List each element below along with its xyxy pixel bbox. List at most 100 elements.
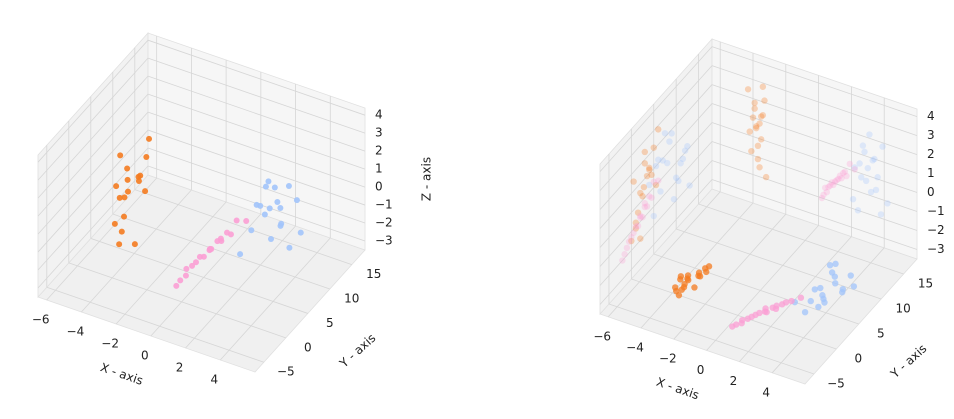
grid-line xyxy=(68,262,286,339)
back-wall-projection-point xyxy=(746,128,753,135)
grid-line xyxy=(37,75,149,199)
floor-projection-point xyxy=(782,299,790,306)
floor-projection-point xyxy=(832,260,839,268)
left-wall-projection-point xyxy=(628,234,635,241)
grid-line xyxy=(150,213,262,337)
grid-line xyxy=(607,191,721,318)
z-tick-label: 1 xyxy=(375,162,383,176)
floor-projection-point xyxy=(677,273,685,280)
point xyxy=(124,188,131,195)
back-wall-projection-point xyxy=(861,148,868,156)
left-wall-projection-point xyxy=(659,157,666,164)
z-tick-label: −3 xyxy=(927,242,945,256)
left-wall-projection-point xyxy=(639,213,646,221)
back-wall-projection-point xyxy=(759,83,767,90)
grid-line xyxy=(711,141,918,212)
point xyxy=(277,205,284,212)
back-wall-projection-point xyxy=(854,207,862,214)
grid-line xyxy=(147,57,366,134)
back-wall-projection-point xyxy=(869,157,876,164)
z-tick-label: 2 xyxy=(375,144,383,158)
left-wall-projection-point xyxy=(672,174,680,181)
grid-line xyxy=(147,75,366,152)
y-tick-label: 0 xyxy=(855,352,863,366)
z-tick-label: 4 xyxy=(375,108,383,122)
point xyxy=(253,201,260,208)
floor-projection-point xyxy=(732,321,740,328)
left-wall-projection-point xyxy=(632,219,640,226)
y-tick-label: 0 xyxy=(304,340,312,354)
back-wall-projection-point xyxy=(759,112,767,119)
floor-projection-point xyxy=(797,294,805,301)
grid-line xyxy=(37,93,149,217)
grid-line xyxy=(673,213,787,340)
floor-projection-point xyxy=(832,280,839,287)
back-wall-projection-point xyxy=(872,186,880,194)
floor-projection-point xyxy=(748,313,755,321)
floor-projection-point xyxy=(763,308,770,316)
left-wall-projection-point xyxy=(637,214,644,221)
left-wall-projection-point xyxy=(684,143,691,150)
grid-line xyxy=(134,189,352,266)
left-wall-projection-point xyxy=(634,209,642,216)
point xyxy=(189,262,196,269)
floor-projection-point xyxy=(684,272,692,279)
z-tick-label: 0 xyxy=(927,185,935,199)
y-tick-label: −5 xyxy=(827,377,845,391)
left-wall-projection-point xyxy=(668,130,675,137)
point xyxy=(297,229,304,236)
z-tick-label: 0 xyxy=(375,180,383,194)
left-wall-projection-point xyxy=(619,257,626,264)
point xyxy=(274,199,281,206)
point xyxy=(237,251,244,258)
z-tick-label: 3 xyxy=(375,126,383,140)
grid-line xyxy=(147,93,366,170)
x-tick-label: −4 xyxy=(67,325,85,339)
floor-projection-point xyxy=(807,297,814,305)
grid-line xyxy=(599,46,713,172)
back-wall-projection-point xyxy=(823,188,830,196)
back-wall-projection-point xyxy=(840,169,847,177)
left-wall-projection-point xyxy=(670,196,678,203)
y-tick-label: 15 xyxy=(366,267,381,281)
left-wall-projection-point xyxy=(632,225,640,232)
left-wall-projection-point xyxy=(628,237,635,245)
back-wall-projection-point xyxy=(753,123,760,130)
back-wall-projection-point xyxy=(756,120,763,127)
grid-line xyxy=(676,228,882,300)
back-wall-projection-point xyxy=(749,114,757,121)
grid-line xyxy=(599,160,713,286)
left-wall-projection-point xyxy=(621,251,628,258)
grid-line xyxy=(608,303,815,375)
left-wall-projection-point xyxy=(650,212,657,220)
floor-projection-point xyxy=(756,309,763,317)
left-wall-projection-point xyxy=(646,164,653,172)
back-wall-projection-point xyxy=(884,200,891,207)
left-wall-projection-point xyxy=(641,148,648,156)
back-wall-projection-point xyxy=(833,177,840,184)
back-wall-projection-point xyxy=(856,160,863,167)
point xyxy=(293,197,300,204)
x-tick-label: 2 xyxy=(176,361,184,375)
floor-projection-point xyxy=(821,299,828,306)
z-tick-label: 1 xyxy=(927,166,935,180)
point xyxy=(137,172,144,179)
back-wall-projection-point xyxy=(744,86,752,93)
x-tick-label: −4 xyxy=(626,341,644,355)
y-axis-label: Y - axis xyxy=(336,331,378,371)
floor-projection-point xyxy=(847,272,854,279)
point xyxy=(277,222,284,229)
back-wall-projection-point xyxy=(859,142,867,149)
back-wall-projection-point xyxy=(836,172,844,179)
back-wall-projection-point xyxy=(871,155,878,163)
left-wall-projection-point xyxy=(630,178,637,185)
left-wall-projection-point xyxy=(648,194,655,201)
grid-line xyxy=(711,103,918,174)
left-wall-projection-point xyxy=(652,181,660,189)
y-tick-label: 5 xyxy=(326,316,334,330)
point xyxy=(217,235,224,242)
grid-line xyxy=(37,111,149,235)
point xyxy=(286,244,293,251)
